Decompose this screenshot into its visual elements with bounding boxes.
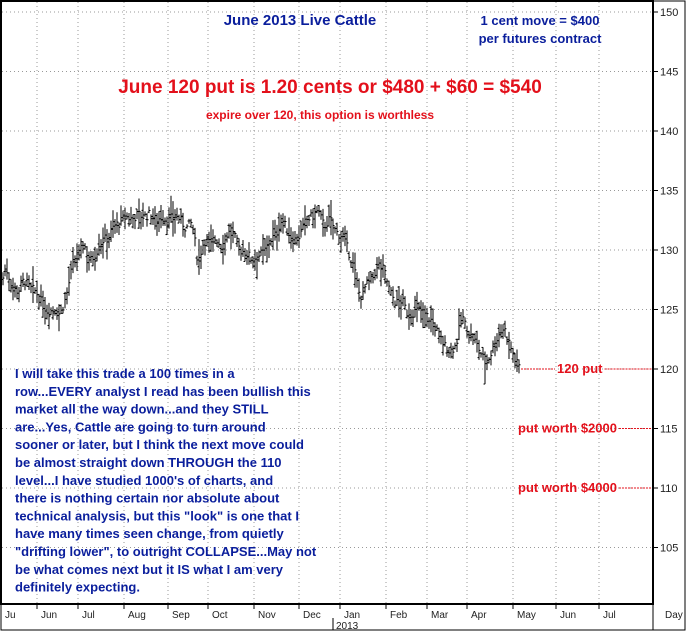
y-tick-label: 150 <box>660 7 678 19</box>
x-tick-label: Day <box>665 610 683 621</box>
x-tick-label: Feb <box>390 610 408 621</box>
x-tick-label: Dec <box>303 610 321 621</box>
y-tick-label: 145 <box>660 67 678 79</box>
y-tick-label: 120 <box>660 364 678 376</box>
commentary-line: be what comes next but it IS what I am v… <box>15 562 284 577</box>
y-tick-label: 110 <box>660 483 678 495</box>
commentary-line: definitely expecting. <box>15 580 140 595</box>
x-tick-label: Oct <box>212 610 228 621</box>
x-tick-label: Ju <box>5 610 16 621</box>
commentary: I will take this trade a 100 times in a r… <box>15 366 317 595</box>
commentary-line: row...EVERY analyst I read has been bull… <box>15 384 311 399</box>
chart-title: June 2013 Live Cattle <box>224 12 377 29</box>
x-tick-label: Apr <box>471 610 487 621</box>
x-tick-label: Jul <box>82 610 95 621</box>
year-label: 2013 <box>336 621 359 632</box>
x-tick-label: Jan <box>344 610 360 621</box>
headline: June 120 put is 1.20 cents or $480 + $60… <box>118 77 542 98</box>
commentary-line: be almost straight down THROUGH the 110 <box>15 455 282 470</box>
commentary-line: technical analysis, but this "look" is o… <box>15 508 299 523</box>
annotation-label: put worth $4000 <box>518 480 617 495</box>
x-axis: Ju Jun Jul Aug Sep Oct Nov Dec Jan Feb Mar Apr May Ju… <box>0 604 683 632</box>
price-bars <box>1 195 521 385</box>
x-tick-label: Nov <box>258 610 276 621</box>
y-tick-label: 105 <box>660 543 678 555</box>
annotation-label: 120 put <box>557 361 603 376</box>
x-tick-label: Jun <box>41 610 57 621</box>
note-line-2: per futures contract <box>479 31 602 46</box>
annotations: 120 put put worth $2000 put worth $4000 <box>518 361 652 495</box>
grid <box>0 2 652 603</box>
x-tick-label: Jul <box>603 610 616 621</box>
note-line-1: 1 cent move = $400 <box>481 13 600 28</box>
x-tick-label: May <box>517 610 536 621</box>
y-tick-label: 135 <box>660 186 678 198</box>
commentary-line: market all the way down...and they STILL <box>15 402 269 417</box>
commentary-line: I will take this trade a 100 times in a <box>15 366 235 381</box>
y-tick-label: 125 <box>660 305 678 317</box>
commentary-line: "drifting lower", to outright COLLAPSE..… <box>15 544 317 559</box>
commentary-line: are...Yes, Cattle are going to turn arou… <box>15 419 266 434</box>
y-tick-label: 130 <box>660 245 678 257</box>
y-tick-label: 140 <box>660 126 678 138</box>
commentary-line: there is nothing certain nor absolute ab… <box>15 491 280 506</box>
y-axis-frame <box>652 0 686 631</box>
y-axis: 105 110 115 120 125 130 135 140 145 150 <box>653 7 678 555</box>
x-tick-label: Jun <box>560 610 576 621</box>
x-tick-label: Mar <box>431 610 449 621</box>
y-tick-label: 115 <box>660 424 678 436</box>
x-tick-label: Sep <box>172 610 190 621</box>
subheadline: expire over 120, this option is worthles… <box>206 108 434 122</box>
commentary-line: level...I have studied 1000's of charts,… <box>15 473 273 488</box>
x-tick-label: Aug <box>128 610 146 621</box>
annotation-label: put worth $2000 <box>518 421 617 436</box>
commentary-line: sooner or later, but I think the next mo… <box>15 437 304 452</box>
commentary-line: have many times seen change, from quietl… <box>15 526 285 541</box>
